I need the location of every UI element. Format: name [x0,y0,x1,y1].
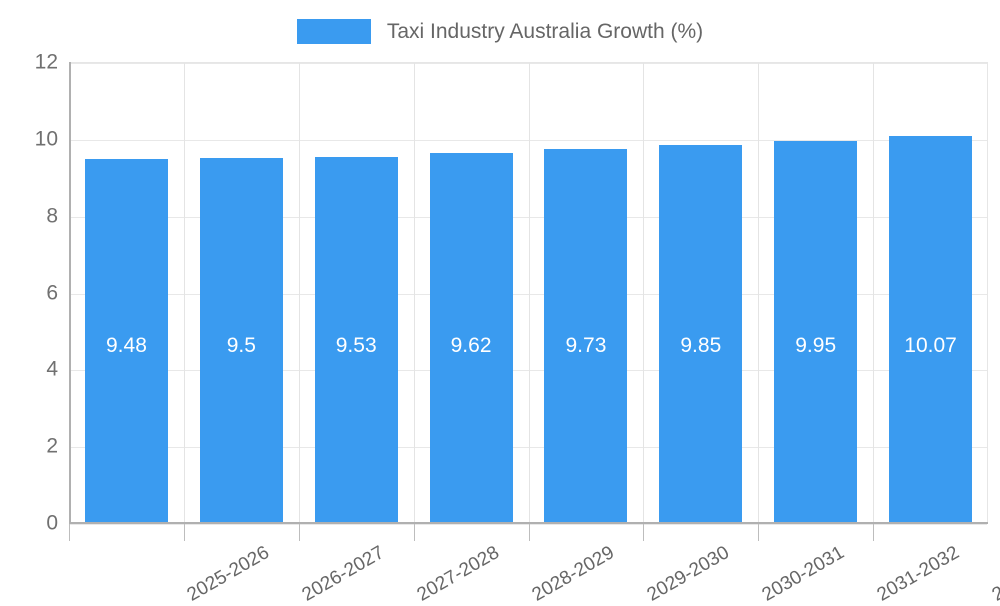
chart-legend: Taxi Industry Australia Growth (%) [0,14,1000,48]
y-axis-tick-label: 8 [46,204,58,228]
x-axis-tick-mark [69,524,70,541]
x-axis-line [69,522,988,524]
x-axis-tick-label: 2032-2033 [988,542,1000,606]
x-axis-tick-label: 2029-2030 [643,542,733,606]
gridline-vertical [413,63,415,523]
y-axis-tick-label: 2 [46,434,58,458]
y-axis-tick-label: 4 [46,357,58,381]
bar-value-label: 9.85 [680,333,722,357]
bar-value-label: 10.07 [904,333,957,357]
bar[interactable] [314,156,398,523]
bar-value-label: 9.95 [795,333,837,357]
x-axis-tick-mark [183,524,185,541]
x-axis-tick-mark [873,524,875,541]
x-axis-tick-label: 2030-2031 [758,542,848,606]
bar[interactable] [659,144,743,523]
gridline-vertical [298,63,300,523]
gridline-horizontal [69,447,987,449]
y-axis-tick-label: 12 [34,50,58,74]
gridline-horizontal [69,63,987,64]
gridline-horizontal [69,370,987,372]
y-axis-line [69,62,71,524]
bar[interactable] [199,158,283,523]
gridline-vertical [528,63,530,523]
x-axis-tick-label: 2027-2028 [413,542,504,606]
gridline-horizontal [69,524,987,525]
bar[interactable] [544,149,628,523]
legend-color-swatch [296,18,371,44]
gridline-vertical [183,63,185,523]
bar[interactable] [774,140,858,523]
y-axis-tick-label: 6 [46,281,58,304]
gridline-vertical [873,63,875,523]
y-axis-tick-labels: 0 2 4 6 8 10 12 [0,0,58,600]
bar-value-label: 9.62 [450,333,492,357]
x-axis-tick-mark [528,524,530,541]
x-axis-tick-label: 2026-2027 [298,542,389,606]
bar-value-label: 9.48 [106,333,147,357]
bar-value-label: 9.73 [565,333,607,357]
x-axis-tick-mark [298,524,300,541]
y-axis-tick-label: 0 [46,511,58,535]
gridline-vertical [643,63,645,523]
x-axis-tick-mark [643,524,645,541]
legend-label: Taxi Industry Australia Growth (%) [386,19,704,43]
gridline-horizontal [69,216,987,218]
x-axis-tick-label: 2031-2032 [873,542,963,606]
bar-value-label: 9.5 [226,333,256,357]
x-axis-tick-mark [758,524,760,541]
x-axis-tick-label: 2025-2026 [184,542,274,606]
gridline-horizontal [69,139,987,141]
x-axis-tick-mark [413,524,415,541]
bar[interactable] [84,158,168,523]
gridline-vertical [758,63,760,523]
y-axis-tick-label: 10 [34,127,58,151]
bar[interactable] [429,153,513,523]
gridline-horizontal [69,293,987,295]
plot-area: 9.48 9.5 9.53 9.62 9.73 9.85 9.95 10.07 [69,62,988,525]
bar[interactable] [889,136,973,523]
bar-value-label: 9.53 [335,333,377,357]
x-axis-tick-label: 2028-2029 [528,542,618,606]
legend-entry-taxi-industry-australia-growth[interactable]: Taxi Industry Australia Growth (%) [296,18,704,44]
